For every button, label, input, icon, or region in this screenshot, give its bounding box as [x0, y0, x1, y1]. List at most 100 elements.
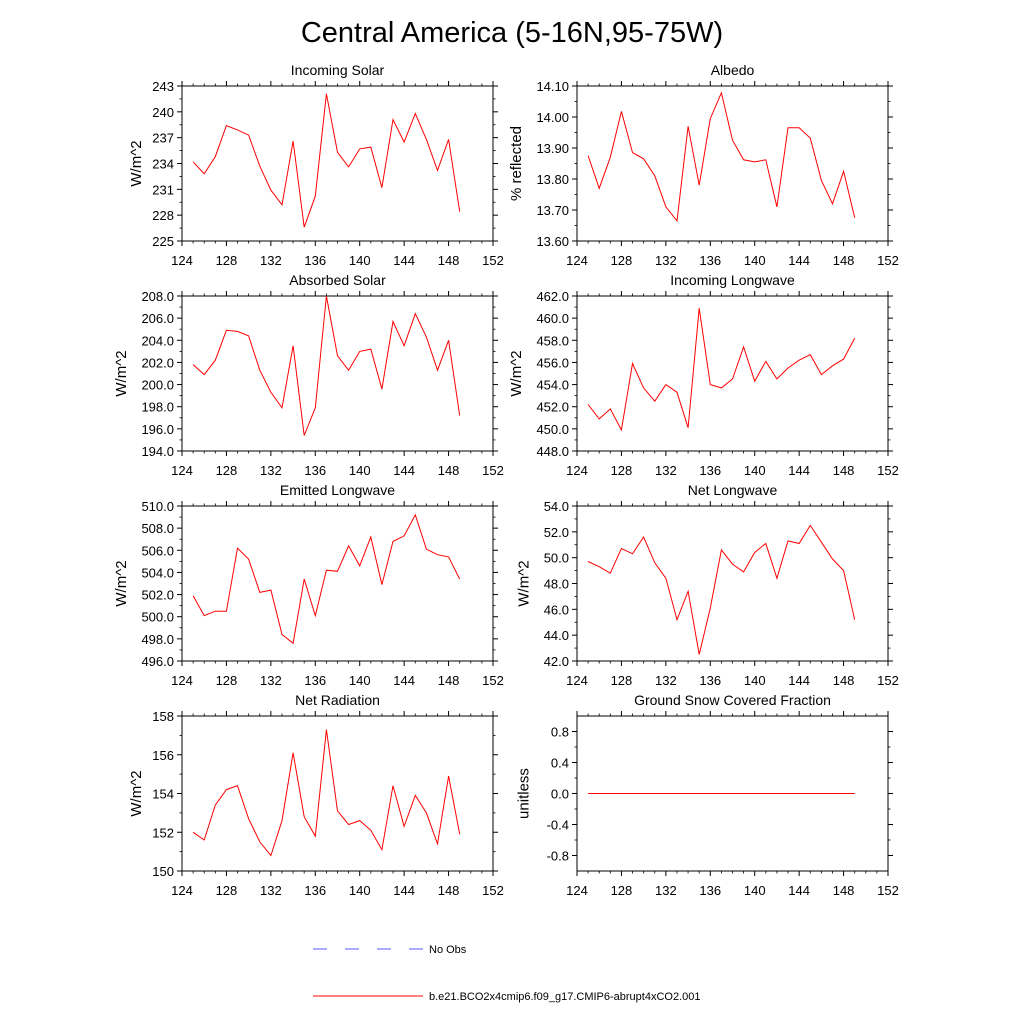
- albedo-frame: [576, 85, 889, 242]
- absorbed-solar-ytick-label: 208.0: [141, 289, 174, 304]
- absorbed-solar-xtick-label: 148: [438, 463, 460, 478]
- ground-snow-covered-fraction-ytick-label: -0.4: [547, 818, 569, 833]
- net-radiation-ytick-label: 158: [152, 709, 174, 724]
- emitted-longwave-ytick-label: 504.0: [141, 565, 174, 580]
- albedo-xtick-label: 144: [788, 253, 810, 268]
- net-longwave-xtick-label: 152: [877, 673, 899, 688]
- absorbed-solar-ytick-label: 196.0: [141, 422, 174, 437]
- absorbed-solar-ytick-label: 194.0: [141, 444, 174, 459]
- incoming-solar-series-line: [192, 93, 461, 228]
- absorbed-solar-ytick-label: 204.0: [141, 333, 174, 348]
- net-radiation-xtick-label: 132: [260, 883, 282, 898]
- incoming-solar-ylabel: W/m^2: [128, 140, 145, 186]
- incoming-longwave-series-line: [587, 308, 856, 432]
- ground-snow-covered-fraction-xtick-label: 124: [566, 883, 588, 898]
- ground-snow-covered-fraction-xtick-label: 140: [744, 883, 766, 898]
- incoming-longwave-xtick-label: 132: [655, 463, 677, 478]
- emitted-longwave-ytick-label: 510.0: [141, 499, 174, 514]
- emitted-longwave-ylabel: W/m^2: [113, 560, 130, 606]
- incoming-solar-title: Incoming Solar: [291, 62, 385, 78]
- absorbed-solar-xtick-label: 144: [393, 463, 415, 478]
- incoming-longwave-ytick-label: 460.0: [536, 311, 569, 326]
- ground-snow-covered-fraction-ytick-label: -0.8: [547, 849, 569, 864]
- ground-snow-covered-fraction-ytick-label: 0.4: [551, 756, 569, 771]
- net-longwave-xtick-label: 132: [655, 673, 677, 688]
- emitted-longwave-ytick-label: 500.0: [141, 610, 174, 625]
- net-radiation-xtick-label: 148: [438, 883, 460, 898]
- albedo-ytick-label: 14.10: [536, 79, 569, 94]
- net-radiation-ytick-label: 156: [152, 748, 174, 763]
- emitted-longwave-xtick-label: 144: [393, 673, 415, 688]
- incoming-solar-xtick-label: 124: [171, 253, 193, 268]
- albedo-ytick-label: 14.00: [536, 110, 569, 125]
- incoming-solar-ytick-label: 240: [152, 105, 174, 120]
- incoming-longwave-xtick-label: 144: [788, 463, 810, 478]
- incoming-longwave-ytick-label: 458.0: [536, 333, 569, 348]
- emitted-longwave-xtick-label: 152: [482, 673, 504, 688]
- incoming-solar-xtick-label: 144: [393, 253, 415, 268]
- net-longwave-xtick-label: 128: [611, 673, 633, 688]
- legend-model-label: b.e21.BCO2x4cmip6.f09_g17.CMIP6-abrupt4x…: [429, 991, 701, 1003]
- incoming-solar-xtick-label: 140: [349, 253, 371, 268]
- incoming-solar-ytick-label: 225: [152, 234, 174, 249]
- incoming-solar-ytick-label: 231: [152, 182, 174, 197]
- albedo-xtick-label: 124: [566, 253, 588, 268]
- incoming-solar-frame: [181, 85, 494, 242]
- incoming-longwave-ytick-label: 456.0: [536, 355, 569, 370]
- ground-snow-covered-fraction-xtick-label: 132: [655, 883, 677, 898]
- incoming-longwave-xtick-label: 152: [877, 463, 899, 478]
- incoming-longwave-xtick-label: 128: [611, 463, 633, 478]
- albedo-ytick-label: 13.90: [536, 141, 569, 156]
- ground-snow-covered-fraction-xtick-label: 144: [788, 883, 810, 898]
- absorbed-solar-series-line: [192, 295, 461, 436]
- emitted-longwave-ytick-label: 502.0: [141, 588, 174, 603]
- absorbed-solar-ytick-label: 202.0: [141, 355, 174, 370]
- net-radiation-frame: [181, 715, 494, 872]
- net-radiation-xtick-label: 124: [171, 883, 193, 898]
- ground-snow-covered-fraction-ytick-label: 0.8: [551, 725, 569, 740]
- incoming-solar-xtick-label: 128: [216, 253, 238, 268]
- legend: No Obs b.e21.BCO2x4cmip6.f09_g17.CMIP6-a…: [313, 944, 701, 1003]
- absorbed-solar-xtick-label: 132: [260, 463, 282, 478]
- albedo-xtick-label: 128: [611, 253, 633, 268]
- albedo-ytick-label: 13.80: [536, 172, 569, 187]
- albedo-panel: Albedo 124 128 132 136 140 144 148 152 13.60 13.70…: [508, 62, 899, 268]
- ground-snow-covered-fraction-title: Ground Snow Covered Fraction: [634, 692, 831, 708]
- incoming-longwave-title: Incoming Longwave: [670, 272, 795, 288]
- incoming-solar-xtick-label: 148: [438, 253, 460, 268]
- net-radiation-xtick-label: 152: [482, 883, 504, 898]
- incoming-solar-ytick-label: 237: [152, 131, 174, 146]
- net-radiation-xtick-label: 128: [216, 883, 238, 898]
- net-radiation-ytick-label: 152: [152, 825, 174, 840]
- net-radiation-xtick-label: 136: [304, 883, 326, 898]
- albedo-xtick-label: 148: [833, 253, 855, 268]
- albedo-xtick-label: 132: [655, 253, 677, 268]
- net-longwave-ytick-label: 54.0: [544, 499, 569, 514]
- incoming-longwave-ytick-label: 462.0: [536, 289, 569, 304]
- incoming-longwave-xtick-label: 148: [833, 463, 855, 478]
- albedo-title: Albedo: [711, 62, 755, 78]
- ground-snow-covered-fraction-xtick-label: 128: [611, 883, 633, 898]
- net-longwave-xtick-label: 144: [788, 673, 810, 688]
- net-longwave-frame: [576, 505, 889, 662]
- incoming-solar-ytick-label: 243: [152, 79, 174, 94]
- ground-snow-covered-fraction-ytick-label: 0.0: [551, 787, 569, 802]
- emitted-longwave-panel: Emitted Longwave 124 128 132 136 140 144 148 152…: [113, 482, 504, 688]
- net-longwave-xtick-label: 136: [699, 673, 721, 688]
- absorbed-solar-ytick-label: 200.0: [141, 378, 174, 393]
- net-radiation-xtick-label: 144: [393, 883, 415, 898]
- absorbed-solar-frame: [181, 295, 494, 452]
- net-radiation-ytick-label: 154: [152, 787, 174, 802]
- emitted-longwave-xtick-label: 136: [304, 673, 326, 688]
- net-longwave-series-line: [587, 524, 856, 655]
- incoming-solar-xtick-label: 132: [260, 253, 282, 268]
- emitted-longwave-xtick-label: 124: [171, 673, 193, 688]
- incoming-solar-xtick-label: 136: [304, 253, 326, 268]
- incoming-longwave-ytick-label: 452.0: [536, 400, 569, 415]
- absorbed-solar-ytick-label: 206.0: [141, 311, 174, 326]
- emitted-longwave-frame: [181, 505, 494, 662]
- net-radiation-panel: Net Radiation 124 128 132 136 140 144 148 152 150…: [128, 692, 504, 898]
- incoming-solar-xtick-label: 152: [482, 253, 504, 268]
- incoming-longwave-xtick-label: 140: [744, 463, 766, 478]
